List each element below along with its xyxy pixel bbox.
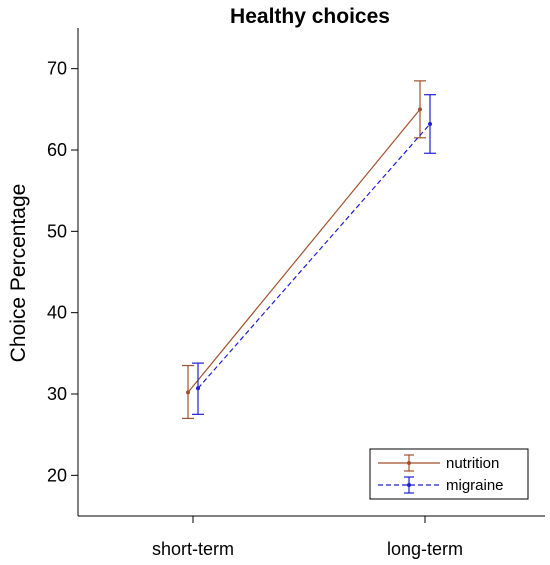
legend-swatch-point xyxy=(407,461,411,465)
legend-item-migraine: migraine xyxy=(378,476,504,494)
y-tick-label: 60 xyxy=(47,140,67,160)
data-point xyxy=(428,121,432,126)
y-tick-label: 30 xyxy=(47,384,67,404)
y-tick-label: 50 xyxy=(47,221,67,241)
y-axis-label: Choice Percentage xyxy=(7,184,30,363)
series-migraine xyxy=(192,94,436,415)
series-line xyxy=(197,123,431,389)
y-ticks: 20 30 40 50 60 70 xyxy=(47,59,78,485)
data-point xyxy=(196,386,200,391)
series-nutrition xyxy=(182,80,426,419)
x-tick-label: long-term xyxy=(387,539,463,559)
x-ticks: short-term long-term xyxy=(152,516,463,559)
data-point xyxy=(186,390,190,395)
series-line xyxy=(187,108,421,393)
legend-label: migraine xyxy=(446,477,504,494)
chart-title: Healthy choices xyxy=(230,5,390,28)
y-tick-label: 40 xyxy=(47,303,67,323)
legend-item-nutrition: nutrition xyxy=(378,454,499,472)
data-point xyxy=(418,107,422,112)
legend-box xyxy=(369,448,529,500)
legend-label: nutrition xyxy=(446,455,499,472)
legend-items: nutrition migraine xyxy=(378,454,504,494)
legend-swatch-point xyxy=(407,483,411,487)
series-layer xyxy=(182,80,436,419)
legend: nutrition migraine xyxy=(369,448,529,500)
y-tick-label: 20 xyxy=(47,465,67,485)
y-tick-label: 70 xyxy=(47,59,67,79)
x-tick-label: short-term xyxy=(152,539,234,559)
